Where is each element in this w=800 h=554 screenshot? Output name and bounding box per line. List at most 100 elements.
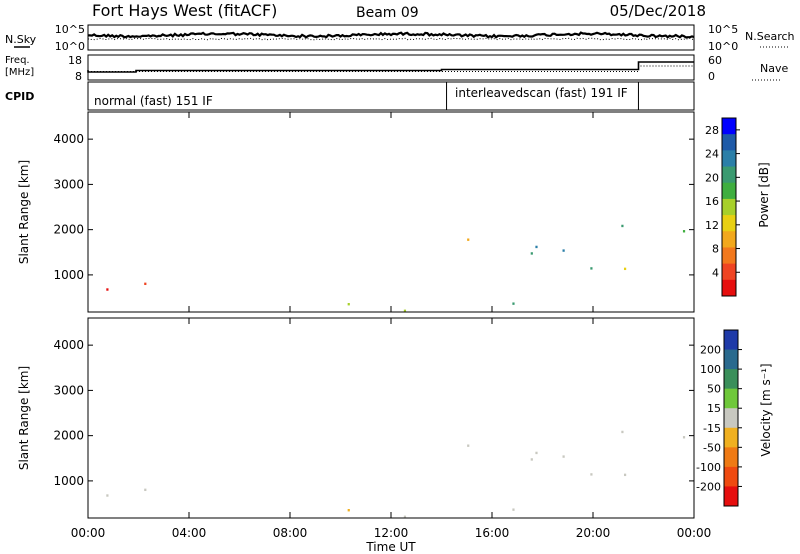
- time-axis: 00:00 04:00 08:00 12:00 16:00 20:00 00:00: [71, 526, 712, 540]
- power-panel: 1000 2000 3000 4000 Slant Range [km] 4 8 12 16…: [17, 111, 771, 313]
- power-y-tick-label: 1000: [53, 268, 84, 282]
- noise-search-line: [87, 37, 695, 41]
- power-cell: [621, 224, 624, 228]
- power-colorbar-swatch: [722, 118, 736, 135]
- power-colorbar-swatch: [722, 247, 736, 265]
- freq-right-tick-bottom: 0: [708, 70, 715, 83]
- power-colorbar-swatch: [722, 166, 736, 184]
- power-y-axis: 1000 2000 3000 4000: [53, 132, 694, 282]
- noise-sky-line: [88, 31, 695, 39]
- velocity-cell: [535, 451, 538, 455]
- velocity-cell: [106, 494, 109, 497]
- power-cell: [144, 282, 147, 286]
- velocity-colorbar-swatch: [724, 388, 738, 409]
- velocity-cell: [467, 444, 470, 447]
- velocity-cell: [623, 473, 627, 477]
- freq-left-tick-top: 18: [68, 54, 82, 67]
- power-colorbar-swatch: [722, 231, 736, 248]
- velocity-colorbar-tick-label: -50: [703, 441, 721, 454]
- noise-panel-frame: [87, 24, 695, 51]
- power-y-tick-label: 3000: [53, 177, 84, 191]
- velocity-colorbar-tick-label: 100: [700, 363, 721, 376]
- velocity-y-axis-label: Slant Range [km]: [17, 366, 31, 470]
- power-colorbar-label: Power [dB]: [757, 162, 771, 227]
- time-axis-label: Time UT: [365, 540, 416, 554]
- velocity-colorbar-tick-label: 200: [700, 344, 721, 357]
- freq-left-tick-bottom: 8: [75, 70, 82, 83]
- velocity-colorbar-swatch: [724, 369, 738, 390]
- power-cell: [623, 267, 627, 271]
- power-colorbar-swatch: [722, 182, 736, 200]
- power-cell: [682, 230, 686, 233]
- power-panel-frame: [87, 111, 695, 313]
- power-cell: [562, 249, 565, 252]
- velocity-cell: [590, 473, 593, 476]
- time-tick-label: 16:00: [475, 526, 510, 540]
- freq-panel: Freq. [MHz] 18 8 60 0 Nave: [5, 54, 788, 83]
- velocity-colorbar-swatch: [724, 486, 738, 507]
- power-cell: [347, 303, 350, 306]
- freq-right-tick-top: 60: [708, 54, 722, 67]
- power-colorbar-tick-label: 24: [705, 148, 719, 161]
- time-tick-label: 04:00: [172, 526, 207, 540]
- velocity-cell: [347, 509, 350, 512]
- velocity-panel-frame: [87, 317, 695, 519]
- power-colorbar-tick-label: 12: [705, 219, 719, 232]
- velocity-colorbar-swatch: [724, 349, 738, 370]
- velocity-colorbar-tick-label: 50: [707, 383, 721, 396]
- cpid-mode-interleaved: interleavedscan (fast) 191 IF: [455, 86, 628, 100]
- noise-right-tick-top: 10^5: [708, 23, 738, 36]
- time-tick-label: 20:00: [576, 526, 611, 540]
- freq-panel-frame: [87, 54, 695, 81]
- noise-right-label: N.Search: [745, 30, 795, 43]
- velocity-scatter: [106, 430, 686, 519]
- velocity-y-tick-label: 1000: [53, 474, 84, 488]
- time-tick-label: 08:00: [273, 526, 308, 540]
- freq-line: [87, 61, 694, 73]
- power-cell: [512, 302, 515, 305]
- power-cell: [467, 238, 470, 241]
- velocity-colorbar-tick-label: -100: [696, 461, 721, 474]
- date-label: 05/Dec/2018: [610, 2, 706, 20]
- velocity-cell: [530, 458, 533, 461]
- freq-left-label-2: [MHz]: [5, 67, 34, 78]
- velocity-panel: 1000 2000 3000 4000 Slant Range [km] 200 100…: [17, 317, 773, 519]
- freq-left-label-1: Freq.: [5, 55, 30, 66]
- velocity-y-tick-label: 3000: [53, 383, 84, 397]
- time-tick-label: 00:00: [677, 526, 712, 540]
- noise-left-tick-bottom: 10^0: [55, 40, 85, 53]
- cpid-panel: CPID normal (fast) 151 IF interleavedsca…: [5, 81, 695, 111]
- velocity-cell: [562, 455, 565, 458]
- power-colorbar-tick-label: 8: [712, 243, 719, 256]
- velocity-colorbar-swatch: [724, 330, 738, 351]
- power-colorbar: 4 8 12 16 20 24 28: [705, 117, 740, 297]
- power-colorbar-frame: [721, 117, 737, 297]
- velocity-colorbar-tick-label: -15: [703, 422, 721, 435]
- power-colorbar-swatch: [722, 263, 736, 281]
- power-cell: [403, 309, 407, 313]
- noise-panel: N.Sky 10^5 10^0 10^5 10^0 N.Search: [5, 23, 795, 53]
- velocity-colorbar: 200 100 50 15 -15 -50 -100 -200: [696, 329, 742, 507]
- power-cell: [106, 288, 109, 291]
- velocity-colorbar-swatch: [724, 447, 738, 468]
- power-colorbar-swatch: [722, 198, 736, 216]
- power-colorbar-swatch: [722, 215, 736, 232]
- noise-left-label: N.Sky: [5, 33, 37, 46]
- power-cell: [530, 252, 533, 255]
- time-tick-label: 00:00: [71, 526, 106, 540]
- time-tick-label: 12:00: [374, 526, 409, 540]
- power-colorbar-tick-label: 20: [705, 171, 719, 184]
- velocity-cell: [144, 488, 147, 492]
- power-colorbar-tick-label: 16: [705, 195, 719, 208]
- velocity-cell: [403, 515, 407, 519]
- velocity-x-ticks: [87, 318, 695, 518]
- cpid-label: CPID: [5, 90, 34, 103]
- cpid-mode-normal: normal (fast) 151 IF: [94, 94, 213, 108]
- power-cell: [535, 245, 538, 249]
- power-colorbar-tick-label: 28: [705, 124, 719, 137]
- velocity-y-tick-label: 4000: [53, 338, 84, 352]
- cpid-panel-frame: [87, 81, 695, 111]
- velocity-colorbar-tick-label: 15: [707, 402, 721, 415]
- velocity-colorbar-swatch: [724, 408, 738, 429]
- velocity-cell: [621, 430, 624, 434]
